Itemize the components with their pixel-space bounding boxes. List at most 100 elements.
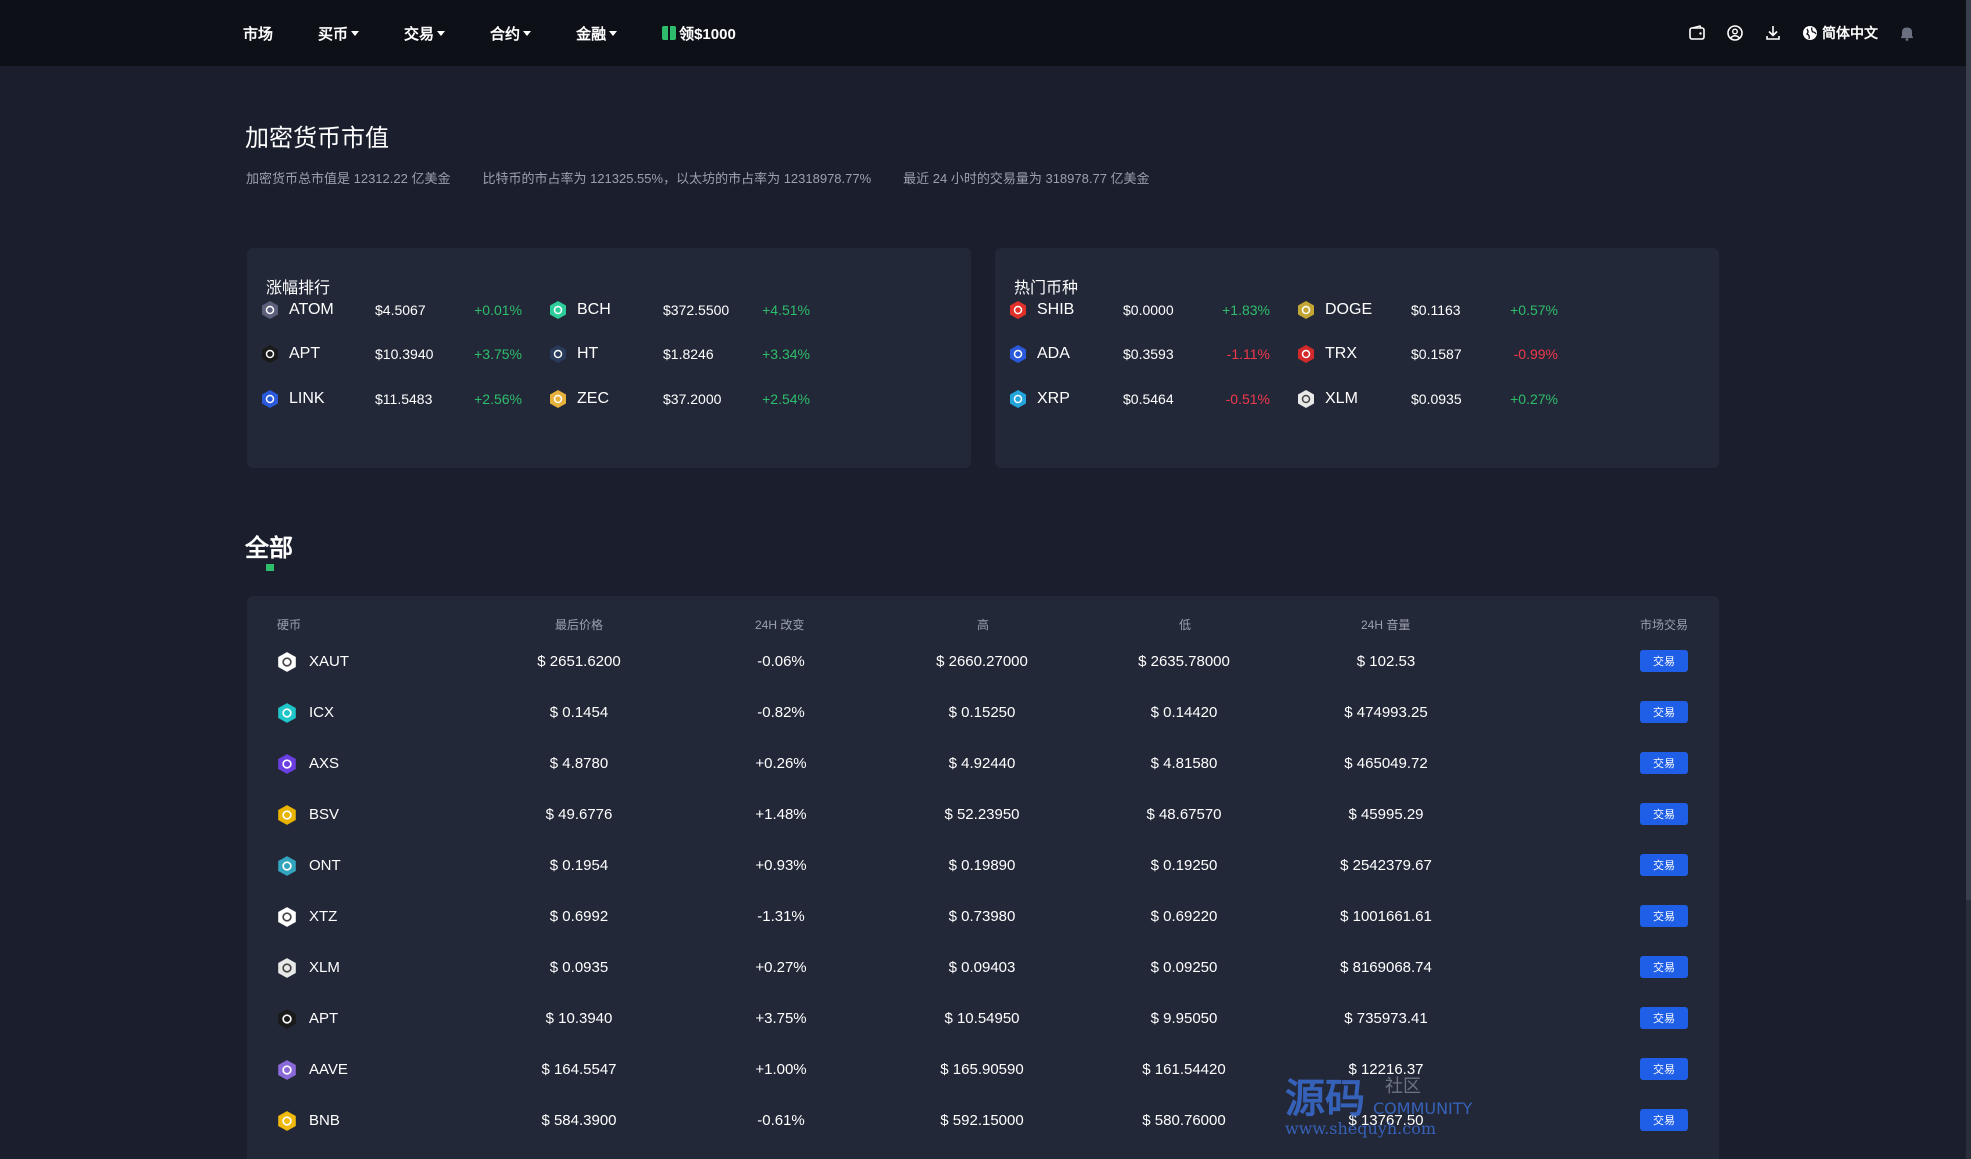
table-row[interactable]: XTZ $ 0.6992 -1.31% $ 0.73980 $ 0.69220 $ 100…: [247, 891, 1719, 942]
scrollbar-thumb[interactable]: [1966, 0, 1971, 900]
ticker-change: +0.01%: [474, 302, 522, 318]
ticker-change: -1.11%: [1226, 346, 1270, 362]
ticker-xlm[interactable]: XLM $0.0935 +0.27%: [1296, 387, 1571, 411]
trade-button[interactable]: 交易: [1640, 650, 1688, 672]
icx-icon: [276, 702, 298, 724]
ticker-price: $0.0000: [1123, 302, 1174, 318]
download-icon[interactable]: [1764, 24, 1782, 42]
ticker-symbol: ATOM: [289, 301, 334, 318]
last-price: $ 10.3940: [545, 1010, 613, 1027]
coin-cell: XTZ: [276, 891, 337, 942]
ticker-link[interactable]: LINK $11.5483 +2.56%: [260, 387, 535, 411]
nav-market[interactable]: 市场: [243, 23, 273, 44]
high-price: $ 4.92440: [948, 755, 1016, 772]
table-row[interactable]: XLM $ 0.0935 +0.27% $ 0.09403 $ 0.09250 $ 816…: [247, 942, 1719, 993]
wallet-icon[interactable]: [1688, 24, 1706, 42]
top-navigation-bar: 市场 买币 交易 合约 金融 领$1000 简体中文: [0, 0, 1966, 66]
volume-24h: $ 45995.29: [1348, 806, 1424, 823]
ticker-change: +2.56%: [474, 391, 522, 407]
volume-24h: $ 12216.37: [1348, 1061, 1424, 1078]
table-row[interactable]: AXS $ 4.8780 +0.26% $ 4.92440 $ 4.81580 $ 465…: [247, 738, 1719, 789]
table-row[interactable]: XAUT $ 2651.6200 -0.06% $ 2660.27000 $ 2635.…: [247, 636, 1719, 687]
trade-button[interactable]: 交易: [1640, 1007, 1688, 1029]
table-row[interactable]: BSV $ 49.6776 +1.48% $ 52.23950 $ 48.67570 $ …: [247, 789, 1719, 840]
ticker-atom[interactable]: ATOM $4.5067 +0.01%: [260, 298, 535, 322]
change-24h: -0.06%: [757, 653, 805, 670]
ticker-ht[interactable]: HT $1.8246 +3.34%: [548, 342, 823, 366]
table-row[interactable]: ONT $ 0.1954 +0.93% $ 0.19890 $ 0.19250 $ 254…: [247, 840, 1719, 891]
last-price: $ 584.3900: [541, 1112, 617, 1129]
page-scrollbar[interactable]: [1966, 0, 1971, 1159]
coin-cell: APT: [276, 993, 338, 1044]
bell-icon[interactable]: [1898, 24, 1916, 42]
ticker-apt[interactable]: APT $10.3940 +3.75%: [260, 342, 535, 366]
trade-button[interactable]: 交易: [1640, 803, 1688, 825]
ticker-shib[interactable]: SHIB $0.0000 +1.83%: [1008, 298, 1283, 322]
ticker-doge[interactable]: DOGE $0.1163 +0.57%: [1296, 298, 1571, 322]
ticker-xrp[interactable]: XRP $0.5464 -0.51%: [1008, 387, 1283, 411]
coin-symbol: ICX: [309, 704, 335, 721]
ticker-zec[interactable]: ZEC $37.2000 +2.54%: [548, 387, 823, 411]
main-nav: 市场 买币 交易 合约 金融 领$1000: [243, 0, 781, 66]
table-row[interactable]: AAVE $ 164.5547 +1.00% $ 165.90590 $ 161.544…: [247, 1044, 1719, 1095]
last-price: $ 0.6992: [549, 908, 609, 925]
trade-button[interactable]: 交易: [1640, 1058, 1688, 1080]
ticker-symbol: XRP: [1037, 390, 1070, 407]
trade-button[interactable]: 交易: [1640, 752, 1688, 774]
ticker-change: +2.54%: [762, 391, 810, 407]
table-row[interactable]: ICX $ 0.1454 -0.82% $ 0.15250 $ 0.14420 $ 474…: [247, 687, 1719, 738]
volume-24h: $ 735973.41: [1344, 1010, 1428, 1027]
coin-cell: AXS: [276, 738, 339, 789]
xaut-icon: [276, 651, 298, 673]
apt-icon: [276, 1008, 298, 1030]
coin-symbol: BNB: [309, 1112, 340, 1129]
coin-symbol: AXS: [309, 755, 340, 772]
ticker-trx[interactable]: TRX $0.1587 -0.99%: [1296, 342, 1571, 366]
nav-trade-label: 交易: [404, 25, 435, 43]
nav-contract-label: 合约: [490, 25, 521, 43]
last-price: $ 0.1454: [549, 704, 609, 721]
nav-buy-crypto[interactable]: 买币: [318, 23, 360, 44]
user-icon[interactable]: [1726, 24, 1744, 42]
volume-24h: $ 474993.25: [1344, 704, 1428, 721]
gainers-title: 涨幅排行: [266, 280, 331, 297]
low-price: $ 4.81580: [1150, 755, 1218, 772]
trade-button[interactable]: 交易: [1640, 854, 1688, 876]
bsv-icon: [276, 804, 298, 826]
coin-cell: ONT: [276, 840, 341, 891]
nav-contract[interactable]: 合约: [490, 23, 532, 44]
nav-promo[interactable]: 领$1000: [662, 23, 736, 44]
header-market-trade: 市场交易: [1640, 618, 1689, 632]
ticker-bch[interactable]: BCH $372.5500 +4.51%: [548, 298, 823, 322]
xtz-icon: [276, 906, 298, 928]
ticker-price: $372.5500: [663, 302, 730, 318]
trade-button[interactable]: 交易: [1640, 701, 1688, 723]
language-selector[interactable]: 简体中文: [1802, 23, 1878, 43]
market-stats: 加密货币总市值是 12312.22 亿美金 比特币的市占率为 121325.55…: [246, 168, 1182, 187]
chevron-down-icon: [351, 30, 360, 36]
trade-button[interactable]: 交易: [1640, 956, 1688, 978]
ticker-symbol: LINK: [289, 390, 325, 407]
change-24h: +1.00%: [755, 1061, 807, 1078]
high-price: $ 52.23950: [944, 806, 1020, 823]
table-row[interactable]: BNB $ 584.3900 -0.61% $ 592.15000 $ 580.7600…: [247, 1095, 1719, 1146]
nav-finance[interactable]: 金融: [576, 23, 618, 44]
header-24h-change: 24H 改变: [755, 618, 805, 632]
nav-trade[interactable]: 交易: [404, 23, 446, 44]
table-row[interactable]: APT $ 10.3940 +3.75% $ 10.54950 $ 9.95050 $ 7…: [247, 993, 1719, 1044]
ticker-price: $4.5067: [375, 302, 426, 318]
low-price: $ 161.54420: [1142, 1061, 1226, 1078]
low-price: $ 48.67570: [1146, 806, 1222, 823]
ticker-change: +1.83%: [1222, 302, 1270, 318]
header-high: 高: [977, 618, 990, 632]
trade-button[interactable]: 交易: [1640, 1109, 1688, 1131]
ada-icon: [1008, 344, 1028, 364]
trade-button[interactable]: 交易: [1640, 905, 1688, 927]
ticker-ada[interactable]: ADA $0.3593 -1.11%: [1008, 342, 1283, 366]
coin-cell: BSV: [276, 789, 339, 840]
ticker-price: $0.1163: [1411, 302, 1461, 318]
change-24h: +0.26%: [755, 755, 807, 772]
xrp-icon: [1008, 389, 1028, 409]
coin-cell: XAUT: [276, 636, 349, 687]
ticker-price: $0.5464: [1123, 391, 1174, 407]
